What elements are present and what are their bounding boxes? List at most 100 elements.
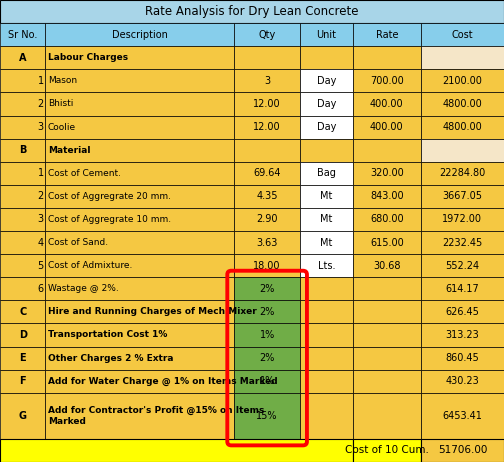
Text: 320.00: 320.00 bbox=[370, 168, 404, 178]
Text: 3: 3 bbox=[38, 122, 44, 132]
Bar bbox=[300, 370, 353, 393]
Text: Mt: Mt bbox=[320, 191, 333, 201]
Text: C: C bbox=[19, 307, 26, 317]
Text: Mt: Mt bbox=[320, 237, 333, 248]
Bar bbox=[0, 346, 45, 370]
Text: 4.35: 4.35 bbox=[257, 191, 278, 201]
Bar bbox=[300, 254, 353, 277]
Text: 2%: 2% bbox=[260, 284, 275, 294]
Text: 626.45: 626.45 bbox=[446, 307, 479, 317]
Text: 3: 3 bbox=[38, 214, 44, 225]
Bar bbox=[0, 393, 45, 439]
Bar bbox=[353, 23, 421, 46]
Bar bbox=[234, 393, 300, 439]
Bar bbox=[300, 139, 353, 162]
Bar bbox=[0, 370, 45, 393]
Text: 1%: 1% bbox=[260, 376, 275, 386]
Text: 6453.41: 6453.41 bbox=[443, 411, 482, 421]
Text: 2%: 2% bbox=[260, 353, 275, 363]
Bar bbox=[0, 277, 45, 300]
Bar bbox=[421, 300, 504, 323]
Bar bbox=[353, 254, 421, 277]
Bar bbox=[234, 46, 300, 69]
Text: Day: Day bbox=[317, 99, 336, 109]
Bar bbox=[353, 185, 421, 208]
Bar bbox=[234, 254, 300, 277]
Bar bbox=[45, 208, 234, 231]
Bar bbox=[421, 139, 504, 162]
Text: 860.45: 860.45 bbox=[446, 353, 479, 363]
Bar bbox=[421, 277, 504, 300]
Text: 313.23: 313.23 bbox=[446, 330, 479, 340]
Text: 4800.00: 4800.00 bbox=[443, 99, 482, 109]
Bar bbox=[421, 346, 504, 370]
Text: Cost of Aggregrate 20 mm.: Cost of Aggregrate 20 mm. bbox=[48, 192, 171, 201]
Bar bbox=[300, 46, 353, 69]
Text: Add for Contractor's Profit @15% on Items
Marked: Add for Contractor's Profit @15% on Item… bbox=[48, 406, 264, 426]
Text: 12.00: 12.00 bbox=[254, 122, 281, 132]
Text: Material: Material bbox=[48, 146, 90, 155]
Text: 2100.00: 2100.00 bbox=[443, 76, 482, 86]
Text: Hire and Running Charges of Mech Mixer: Hire and Running Charges of Mech Mixer bbox=[48, 307, 257, 316]
Text: Add for Water Charge @ 1% on Items Marked: Add for Water Charge @ 1% on Items Marke… bbox=[48, 377, 278, 386]
Text: Sr No.: Sr No. bbox=[8, 30, 37, 40]
Bar bbox=[0, 439, 353, 462]
Text: Cost: Cost bbox=[452, 30, 473, 40]
Text: 400.00: 400.00 bbox=[370, 122, 404, 132]
Text: 680.00: 680.00 bbox=[370, 214, 404, 225]
Bar bbox=[0, 300, 45, 323]
Text: 2: 2 bbox=[38, 191, 44, 201]
Bar bbox=[353, 92, 421, 116]
Text: Lts.: Lts. bbox=[318, 261, 335, 271]
Bar bbox=[45, 323, 234, 346]
Bar bbox=[353, 116, 421, 139]
Bar bbox=[353, 162, 421, 185]
Bar bbox=[234, 69, 300, 92]
Text: Wastage @ 2%.: Wastage @ 2%. bbox=[48, 284, 118, 293]
Text: 3.63: 3.63 bbox=[257, 237, 278, 248]
Bar bbox=[353, 393, 421, 439]
Bar bbox=[421, 231, 504, 254]
Text: 614.17: 614.17 bbox=[446, 284, 479, 294]
Bar bbox=[421, 393, 504, 439]
Bar bbox=[300, 69, 353, 92]
Text: Labour Charges: Labour Charges bbox=[48, 53, 128, 62]
Text: 2%: 2% bbox=[260, 307, 275, 317]
Bar bbox=[421, 23, 504, 46]
Bar bbox=[0, 23, 45, 46]
Bar bbox=[234, 300, 300, 323]
Text: 1: 1 bbox=[38, 76, 44, 86]
Bar bbox=[353, 300, 421, 323]
Bar bbox=[300, 231, 353, 254]
Bar bbox=[353, 69, 421, 92]
Bar bbox=[45, 346, 234, 370]
Text: 69.64: 69.64 bbox=[254, 168, 281, 178]
Text: B: B bbox=[19, 145, 26, 155]
Bar bbox=[421, 162, 504, 185]
Text: Description: Description bbox=[112, 30, 168, 40]
Bar bbox=[0, 69, 45, 92]
Text: A: A bbox=[19, 53, 26, 63]
Bar bbox=[421, 116, 504, 139]
Bar bbox=[421, 185, 504, 208]
Bar bbox=[45, 277, 234, 300]
Bar bbox=[0, 254, 45, 277]
Text: Cost of Admixture.: Cost of Admixture. bbox=[48, 261, 132, 270]
Bar bbox=[234, 116, 300, 139]
Bar bbox=[0, 46, 45, 69]
Bar bbox=[45, 300, 234, 323]
Bar bbox=[45, 23, 234, 46]
Text: Day: Day bbox=[317, 76, 336, 86]
Bar bbox=[0, 162, 45, 185]
Bar bbox=[421, 439, 504, 462]
Text: 843.00: 843.00 bbox=[370, 191, 404, 201]
Text: Transportation Cost 1%: Transportation Cost 1% bbox=[48, 330, 167, 340]
Bar bbox=[0, 323, 45, 346]
Bar bbox=[45, 139, 234, 162]
Text: D: D bbox=[19, 330, 27, 340]
Bar bbox=[353, 231, 421, 254]
Bar bbox=[353, 139, 421, 162]
Bar bbox=[421, 92, 504, 116]
Bar bbox=[45, 46, 234, 69]
Text: E: E bbox=[19, 353, 26, 363]
